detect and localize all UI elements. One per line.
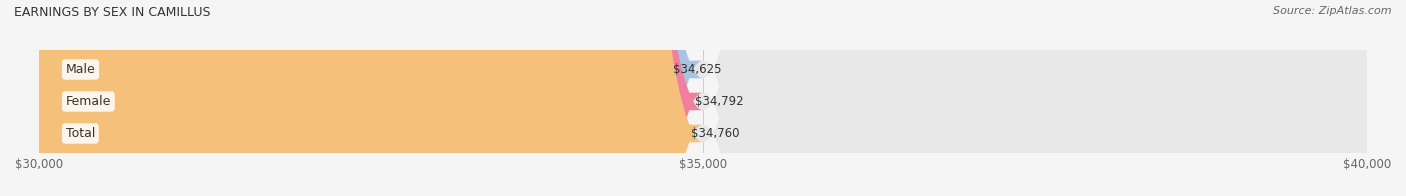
Text: Male: Male <box>66 63 96 76</box>
FancyBboxPatch shape <box>39 0 1367 196</box>
FancyBboxPatch shape <box>39 0 1367 196</box>
FancyBboxPatch shape <box>39 0 1367 196</box>
FancyBboxPatch shape <box>0 0 703 196</box>
Text: $34,760: $34,760 <box>690 127 740 140</box>
Text: Total: Total <box>66 127 96 140</box>
FancyBboxPatch shape <box>7 0 703 196</box>
FancyBboxPatch shape <box>11 0 703 196</box>
Text: $34,625: $34,625 <box>673 63 721 76</box>
Text: EARNINGS BY SEX IN CAMILLUS: EARNINGS BY SEX IN CAMILLUS <box>14 6 211 19</box>
Text: $34,792: $34,792 <box>696 95 744 108</box>
Text: Female: Female <box>66 95 111 108</box>
Text: Source: ZipAtlas.com: Source: ZipAtlas.com <box>1274 6 1392 16</box>
